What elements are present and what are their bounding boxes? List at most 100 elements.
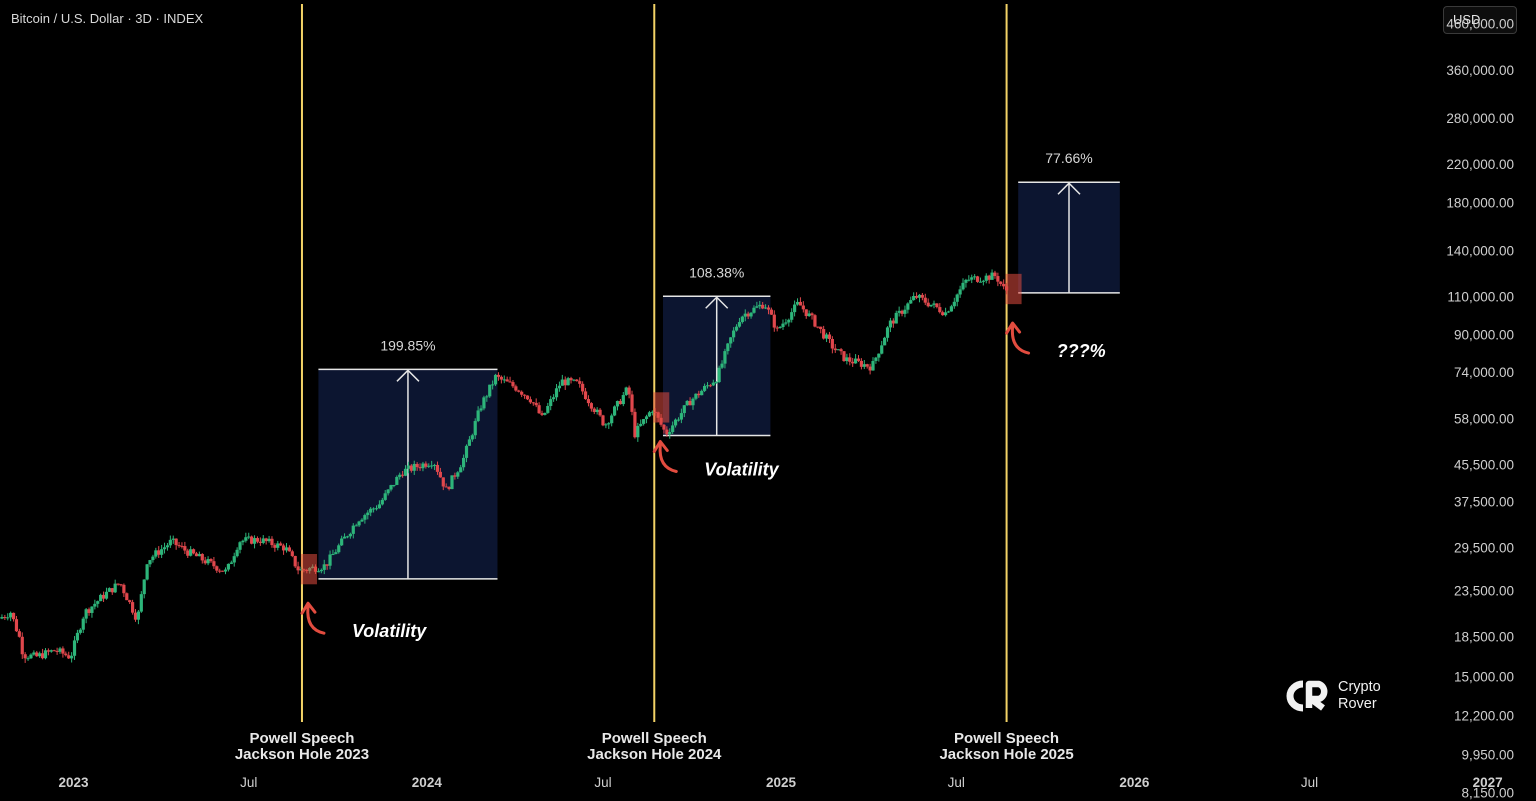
candle-body: [462, 457, 466, 468]
candle-body: [787, 319, 791, 323]
y-tick-label: 37,500.00: [1454, 495, 1514, 510]
candle-body: [583, 391, 588, 400]
candle-body: [833, 348, 837, 351]
candle-body: [990, 272, 994, 280]
candle-body: [688, 400, 692, 406]
candle-body: [58, 648, 62, 652]
event-label-line1: Powell Speech: [954, 730, 1059, 747]
candle-body: [839, 349, 843, 352]
candle-body: [978, 281, 983, 283]
candle-body: [383, 493, 387, 500]
candle-body: [566, 378, 570, 386]
candle-body: [221, 570, 225, 572]
candle-body: [563, 379, 567, 386]
candle-body: [183, 546, 187, 551]
candle-body: [67, 655, 71, 659]
candle-body: [290, 551, 294, 556]
candle-body: [639, 423, 643, 426]
candle-body: [946, 311, 951, 313]
candle-body: [842, 351, 846, 362]
y-tick-label: 58,000.00: [1454, 411, 1514, 426]
candle-body: [11, 612, 16, 620]
candle-body: [133, 612, 138, 620]
candle-body: [778, 327, 782, 329]
currency-selector[interactable]: USD: [1443, 6, 1517, 34]
candle-body: [380, 499, 384, 505]
candle-body: [554, 388, 559, 398]
candle-body: [824, 334, 829, 339]
candle-body: [447, 487, 451, 490]
candle-body: [189, 549, 193, 556]
candle-body: [26, 658, 30, 660]
candle-body: [598, 409, 602, 416]
candle-body: [357, 521, 361, 526]
candle-body: [406, 465, 411, 469]
candle-body: [819, 326, 823, 330]
measure-arrow-head: [1057, 182, 1081, 195]
candle-body: [1002, 283, 1006, 287]
candle-body: [168, 539, 172, 546]
candle-body: [810, 313, 814, 316]
event-markers: Volatility Volatility???%: [300, 273, 1106, 641]
candle-body: [729, 337, 733, 344]
candle-body: [935, 303, 939, 308]
candle-body: [386, 489, 390, 494]
candle-body: [694, 393, 698, 399]
y-tick-label: 18,500.00: [1454, 629, 1514, 644]
candle-body: [162, 547, 167, 550]
candle-body: [450, 475, 454, 490]
candle-body: [432, 464, 437, 466]
candle-body: [55, 650, 59, 652]
candle-body: [769, 309, 773, 315]
candle-body: [430, 465, 434, 467]
candle-body: [276, 543, 280, 548]
candle-body: [78, 629, 82, 633]
candle-body: [682, 405, 686, 414]
candle-body: [511, 382, 515, 387]
candle-body: [255, 538, 260, 542]
candle-body: [191, 549, 196, 554]
candle-body: [964, 279, 968, 283]
candle-body: [589, 403, 593, 409]
candle-body: [363, 515, 367, 520]
candle-body: [180, 545, 184, 547]
candle-body: [17, 631, 21, 637]
candle-body: [438, 471, 442, 478]
candle-body: [726, 343, 730, 352]
candle-body: [679, 413, 683, 420]
candle-body: [148, 560, 152, 565]
candle-body: [250, 536, 254, 544]
y-tick-label: 29,500.00: [1454, 540, 1514, 555]
x-tick-label: 2024: [412, 775, 443, 790]
brand-name-line2: Rover: [1338, 696, 1377, 712]
y-tick-label: 8,150.00: [1461, 786, 1514, 801]
candle-body: [642, 419, 646, 424]
candle-body: [595, 409, 599, 413]
brand-name-line1: Crypto: [1338, 679, 1381, 695]
candle-body: [412, 463, 416, 471]
candle-body: [668, 431, 672, 435]
candle-body: [546, 406, 550, 413]
candle-body: [101, 594, 106, 599]
candle-body: [354, 525, 358, 527]
x-tick-label: Jul: [1301, 775, 1318, 790]
y-tick-label: 110,000.00: [1447, 289, 1514, 304]
candle-body: [171, 538, 175, 540]
candle-body: [973, 276, 977, 278]
candle-body: [351, 525, 355, 534]
candle-body: [366, 512, 370, 516]
candle-body: [743, 313, 747, 317]
candle-body: [453, 475, 457, 477]
candle-body: [46, 650, 50, 652]
candle-body: [499, 376, 503, 380]
candle-body: [340, 538, 344, 546]
candle-body: [836, 349, 840, 351]
candle-body: [952, 301, 956, 307]
candle-body: [235, 549, 239, 557]
candle-body: [186, 550, 190, 556]
candle-body: [215, 566, 219, 571]
candle-body: [601, 415, 605, 426]
candle-body: [403, 468, 408, 476]
